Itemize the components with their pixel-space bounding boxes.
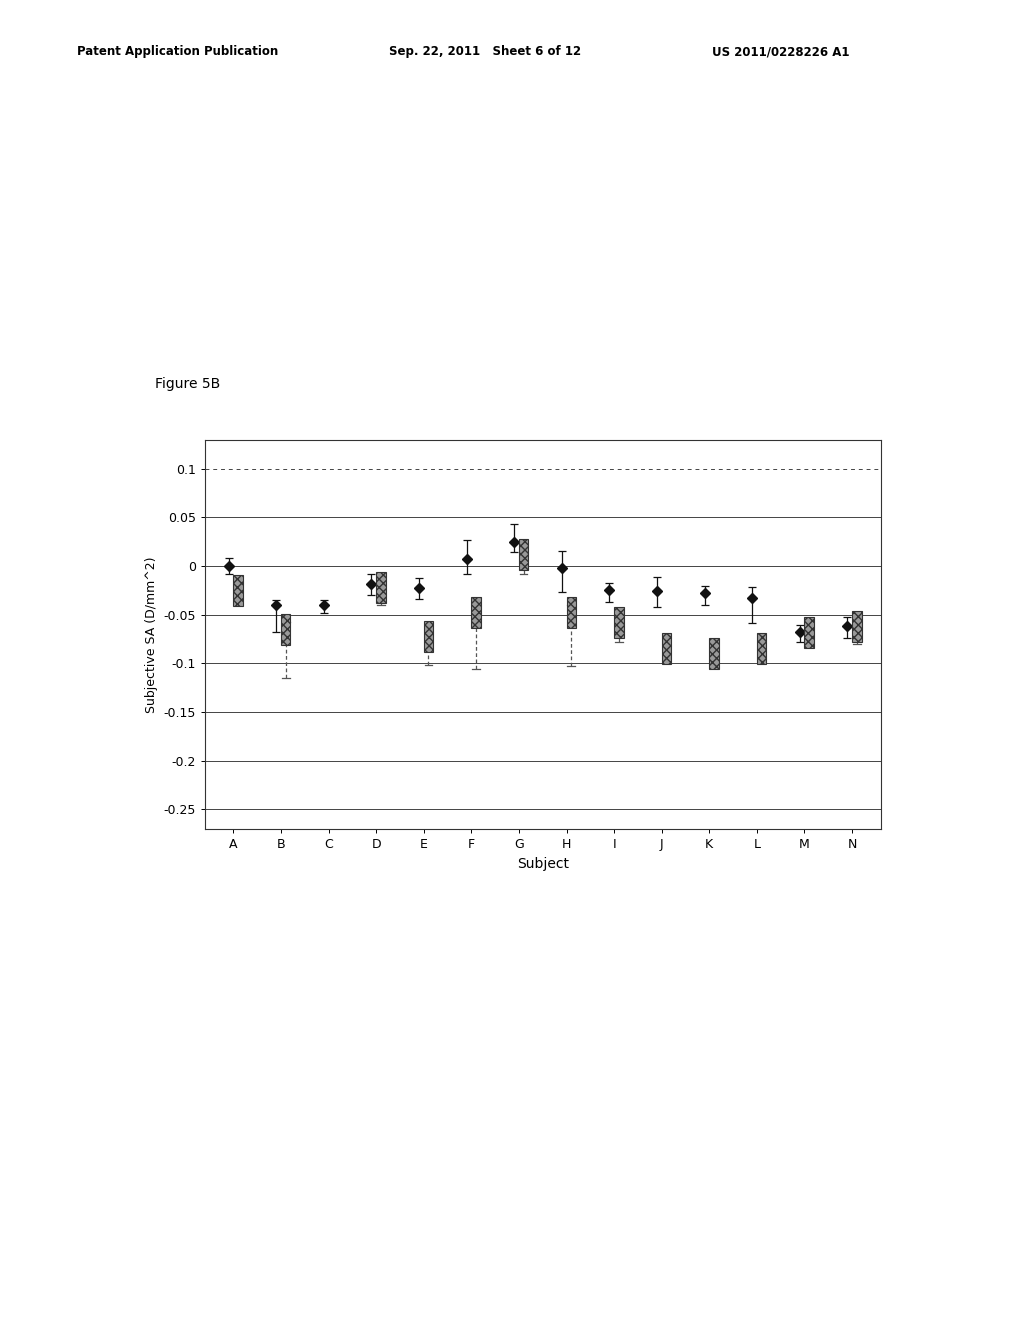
Bar (519, 539, 528, 570)
Text: Figure 5B: Figure 5B (155, 378, 220, 391)
Bar (424, 620, 433, 652)
Bar (757, 634, 766, 664)
Text: US 2011/0228226 A1: US 2011/0228226 A1 (712, 45, 849, 58)
Bar (376, 572, 386, 603)
Text: Sep. 22, 2011   Sheet 6 of 12: Sep. 22, 2011 Sheet 6 of 12 (389, 45, 582, 58)
Bar (281, 614, 291, 645)
Text: Patent Application Publication: Patent Application Publication (77, 45, 279, 58)
Bar (233, 576, 243, 606)
Bar (805, 616, 814, 648)
Bar (566, 597, 577, 628)
X-axis label: Subject: Subject (517, 857, 568, 871)
Bar (662, 634, 671, 664)
Bar (614, 607, 624, 638)
Y-axis label: Subjective SA (D/mm^2): Subjective SA (D/mm^2) (144, 556, 158, 713)
Bar (471, 597, 481, 628)
Bar (852, 611, 861, 642)
Bar (710, 638, 719, 669)
